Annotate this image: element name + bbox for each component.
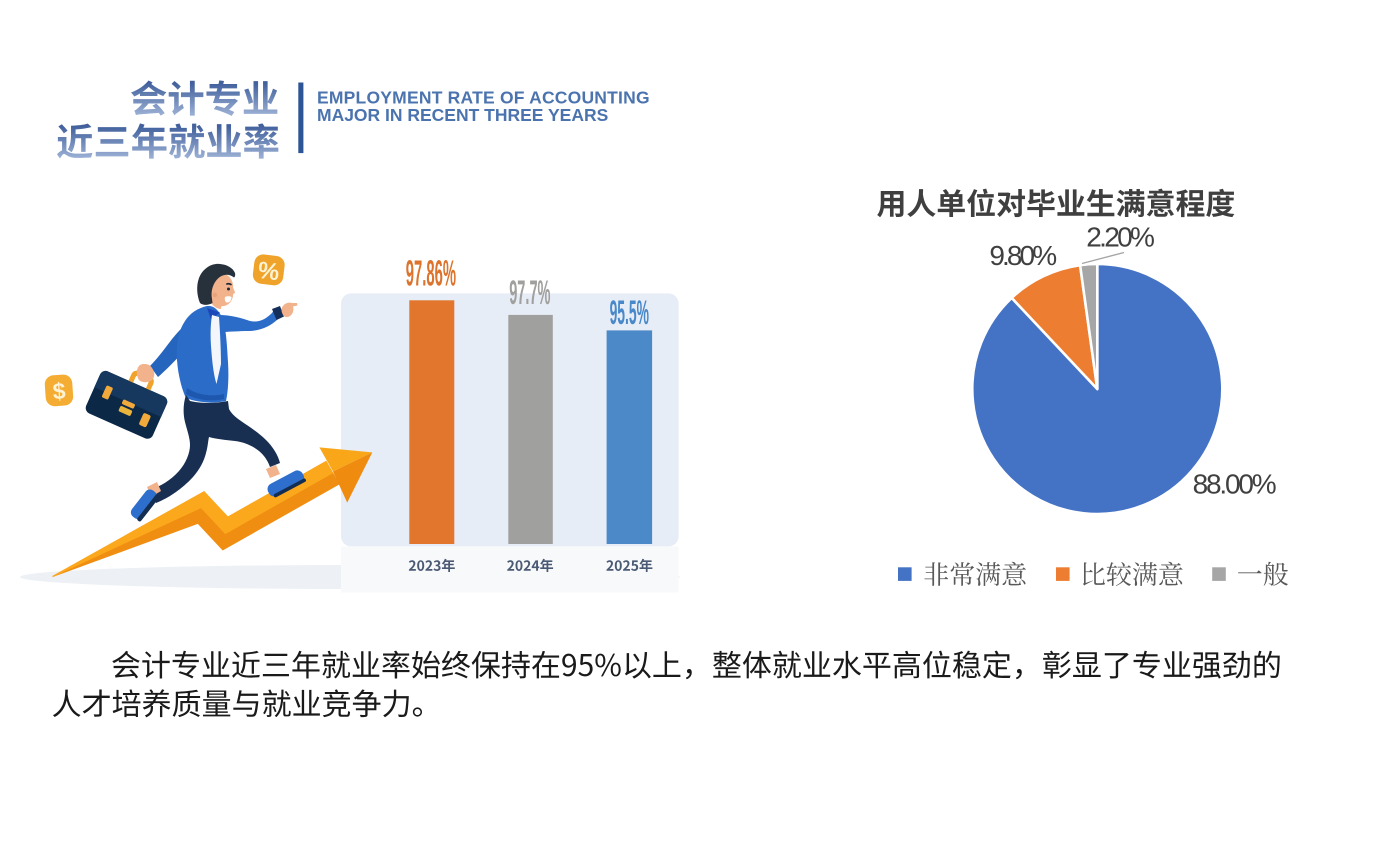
svg-text:%: % — [256, 257, 280, 286]
svg-text:95.5%: 95.5% — [610, 294, 649, 332]
svg-text:97.7%: 97.7% — [509, 274, 550, 312]
svg-text:MAJOR IN RECENT THREE YEARS: MAJOR IN RECENT THREE YEARS — [317, 105, 608, 125]
svg-text:88.00%: 88.00% — [1193, 469, 1277, 500]
svg-text:$: $ — [52, 378, 67, 405]
svg-text:2.20%: 2.20% — [1086, 222, 1155, 253]
svg-text:EMPLOYMENT RATE OF ACCOUNTING: EMPLOYMENT RATE OF ACCOUNTING — [317, 87, 650, 107]
svg-text:9.80%: 9.80% — [989, 240, 1057, 271]
svg-text:97.86%: 97.86% — [406, 253, 456, 294]
